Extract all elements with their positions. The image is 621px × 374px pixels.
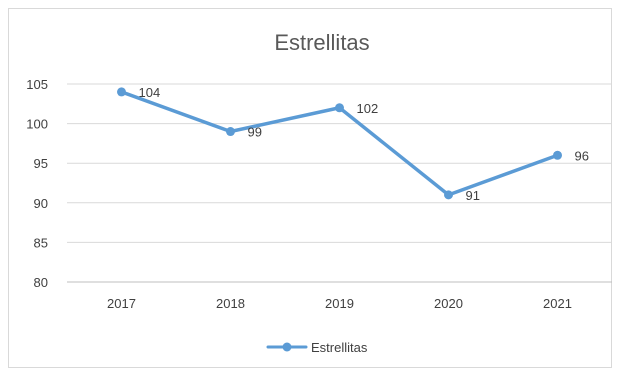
x-tick-label: 2020 — [434, 296, 463, 311]
y-tick-label: 90 — [34, 196, 48, 211]
y-axis-ticks: 80 85 90 95 100 105 — [26, 77, 48, 290]
data-label: 91 — [466, 188, 480, 203]
data-label: 102 — [357, 101, 379, 116]
data-point — [444, 190, 453, 200]
legend: Estrellitas — [266, 340, 368, 355]
data-label: 99 — [248, 125, 262, 140]
data-point — [117, 87, 126, 97]
y-tick-label: 85 — [34, 235, 48, 250]
y-tick-label: 100 — [26, 117, 48, 132]
y-tick-label: 80 — [34, 275, 48, 290]
x-tick-label: 2021 — [543, 296, 572, 311]
x-tick-label: 2019 — [325, 296, 354, 311]
data-label: 104 — [139, 85, 161, 100]
data-point — [335, 103, 344, 113]
legend-point-marker — [282, 342, 292, 352]
data-point — [553, 150, 562, 160]
chart-title: Estrellitas — [274, 30, 369, 55]
x-tick-label: 2018 — [216, 296, 245, 311]
y-tick-label: 95 — [34, 156, 48, 171]
series-layer: 104 99 102 91 96 — [117, 85, 589, 203]
data-point — [226, 127, 235, 137]
chart-frame — [8, 8, 612, 368]
x-axis-ticks: 2017 2018 2019 2020 2021 — [107, 296, 572, 311]
y-tick-label: 105 — [26, 77, 48, 92]
x-tick-label: 2017 — [107, 296, 136, 311]
legend-label: Estrellitas — [311, 340, 368, 355]
gridlines — [67, 83, 612, 283]
data-label: 96 — [575, 148, 589, 163]
